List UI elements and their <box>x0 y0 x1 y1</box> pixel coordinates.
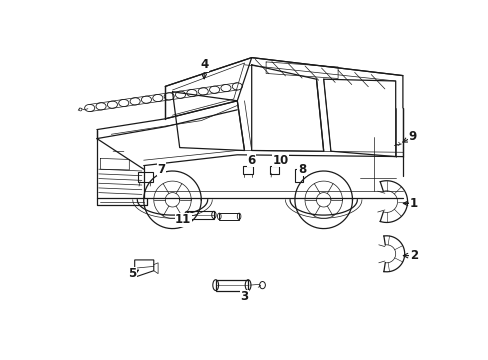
Bar <box>294 169 302 182</box>
Bar <box>186 211 213 219</box>
Text: 9: 9 <box>408 130 416 143</box>
Bar <box>219 213 239 220</box>
Text: 3: 3 <box>240 291 248 303</box>
Bar <box>269 166 278 174</box>
Text: 11: 11 <box>175 213 191 226</box>
Text: 4: 4 <box>200 58 208 71</box>
Text: 1: 1 <box>409 197 417 210</box>
Text: 2: 2 <box>409 249 417 262</box>
Text: 10: 10 <box>272 154 288 167</box>
Bar <box>138 172 152 182</box>
Text: 5: 5 <box>128 267 136 280</box>
Text: 8: 8 <box>297 163 305 176</box>
Text: 7: 7 <box>157 163 165 176</box>
Bar <box>242 166 253 174</box>
Bar <box>215 280 247 291</box>
Text: 6: 6 <box>247 154 255 167</box>
